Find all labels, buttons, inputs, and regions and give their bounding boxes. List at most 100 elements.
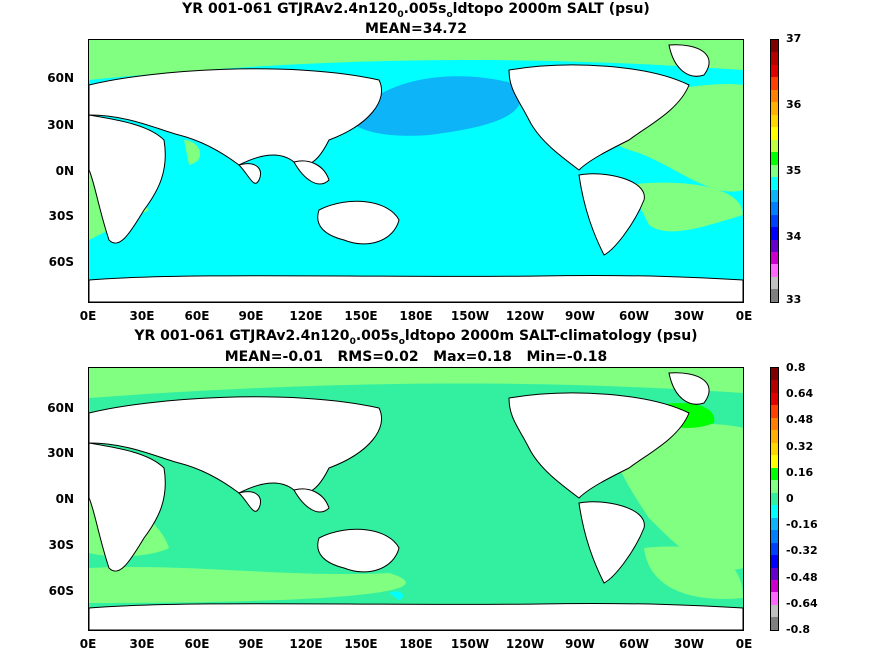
land-antarctica <box>89 274 743 302</box>
land-masses <box>89 372 743 630</box>
red-sea-high <box>184 140 201 165</box>
x-tick-label: 120E <box>289 309 323 323</box>
colorbar-segment <box>771 430 778 443</box>
x-tick-label: 0E <box>79 637 97 651</box>
colorbar-label: -0.64 <box>786 597 818 610</box>
colorbar-label: 0.48 <box>786 413 814 426</box>
colorbar-label: -0.16 <box>786 518 818 531</box>
x-tick-label: 60W <box>619 309 649 323</box>
x-axis-labels: 0E 30E 60E 90E 120E 150E 180E 150W 120W … <box>0 309 875 325</box>
colorbar-label: 33 <box>786 293 802 306</box>
map-salt <box>88 39 744 303</box>
panel-stats: MEAN=34.72 <box>364 21 468 37</box>
colorbar-segment <box>771 164 778 178</box>
arctic-positive <box>89 368 743 398</box>
colorbar-segment <box>771 276 778 290</box>
colorbar-label: -0.48 <box>786 571 818 584</box>
colorbar-segment <box>771 251 778 265</box>
colorbar-segment <box>771 89 778 103</box>
x-tick-label: 150E <box>344 309 378 323</box>
colorbar-segment <box>771 405 778 418</box>
colorbar-segment <box>771 517 778 531</box>
colorbar-segment <box>771 617 778 630</box>
colorbar-segment <box>771 530 778 543</box>
colorbar-segment <box>771 542 778 556</box>
colorbar-segment <box>771 114 778 128</box>
colorbar-segment <box>771 289 778 302</box>
land-india <box>238 163 262 184</box>
land-greenland <box>668 372 710 405</box>
colorbar-segment <box>771 368 778 381</box>
land-antarctica <box>89 602 743 630</box>
colorbar-label: 34 <box>786 230 802 243</box>
colorbar-label: 0.8 <box>786 361 806 374</box>
colorbar-segment <box>771 455 778 468</box>
colorbar-label: 0.64 <box>786 387 814 400</box>
x-tick-label: 60E <box>184 309 210 323</box>
colorbar-label: 0.16 <box>786 466 814 479</box>
land-south-america <box>578 501 645 584</box>
x-axis-labels: 0E 30E 60E 90E 120E 150E 180E 150W 120W … <box>0 637 875 653</box>
colorbar-anomaly <box>770 367 779 631</box>
colorbar-segment <box>771 77 778 90</box>
x-tick-label: 60W <box>619 637 649 651</box>
colorbar-label: -0.8 <box>786 623 811 636</box>
colorbar-segment <box>771 102 778 115</box>
land-se-asia <box>293 160 330 185</box>
colorbar-segment <box>771 505 778 518</box>
colorbar-segment <box>771 214 778 228</box>
negative-patch <box>389 591 404 600</box>
x-tick-label: 90E <box>238 309 264 323</box>
land-se-asia <box>293 488 330 513</box>
y-tick-label: 60S <box>48 584 74 598</box>
x-tick-label: 30W <box>674 309 704 323</box>
x-tick-label: 90W <box>565 637 595 651</box>
south-atlantic-salty <box>629 182 743 232</box>
panel-stats: MEAN=-0.01 RMS=0.02 Max=0.18 Min=-0.18 <box>224 349 608 365</box>
land-masses <box>89 44 743 302</box>
map-svg <box>89 368 743 630</box>
x-tick-label: 60E <box>184 637 210 651</box>
colorbar-segment <box>771 604 778 618</box>
colorbar-label: -0.32 <box>786 544 818 557</box>
x-tick-label: 120W <box>505 637 545 651</box>
y-tick-label: 60N <box>47 71 74 85</box>
colorbar-salt <box>770 39 779 303</box>
colorbar-label: 35 <box>786 164 802 177</box>
x-tick-label: 0E <box>735 637 753 651</box>
land-north-america <box>508 392 690 499</box>
y-tick-label: 0N <box>55 164 74 178</box>
south-atlantic-positive <box>644 546 743 599</box>
colorbar-segment <box>771 592 778 605</box>
land-india <box>238 491 262 512</box>
y-tick-label: 30N <box>47 118 74 132</box>
colorbar-label: 0 <box>786 492 794 505</box>
colorbar-segment <box>771 139 778 153</box>
panel-salt: YR 001-061 GTJRAv2.4n1200.005soldtopo 20… <box>0 1 875 325</box>
x-tick-label: 150W <box>450 637 490 651</box>
colorbar-segment <box>771 239 778 252</box>
colorbar-segment <box>771 52 778 65</box>
land-africa <box>89 114 166 244</box>
map-svg <box>89 40 743 302</box>
colorbar-segment <box>771 227 778 240</box>
y-tick-label: 60N <box>47 401 74 415</box>
panel-title: YR 001-061 GTJRAv2.4n1200.005soldtopo 20… <box>182 1 650 20</box>
panel-salt-anomaly: YR 001-061 GTJRAv2.4n1200.005soldtopo 20… <box>0 328 875 656</box>
colorbar-segment <box>771 579 778 593</box>
land-africa <box>89 442 166 572</box>
colorbar-segment <box>771 567 778 580</box>
colorbar-segment <box>771 189 778 203</box>
colorbar-segment <box>771 40 778 53</box>
colorbar-segment <box>771 202 778 215</box>
x-tick-label: 180E <box>399 637 433 651</box>
y-tick-label: 30S <box>48 209 74 223</box>
colorbar-segment <box>771 177 778 190</box>
colorbar-segment <box>771 480 778 493</box>
colorbar-segment <box>771 467 778 481</box>
north-atlantic-positive <box>609 423 743 570</box>
x-tick-label: 30E <box>129 637 155 651</box>
y-tick-label: 30S <box>48 538 74 552</box>
land-australia <box>317 528 400 573</box>
north-pacific-fresh <box>349 76 522 136</box>
